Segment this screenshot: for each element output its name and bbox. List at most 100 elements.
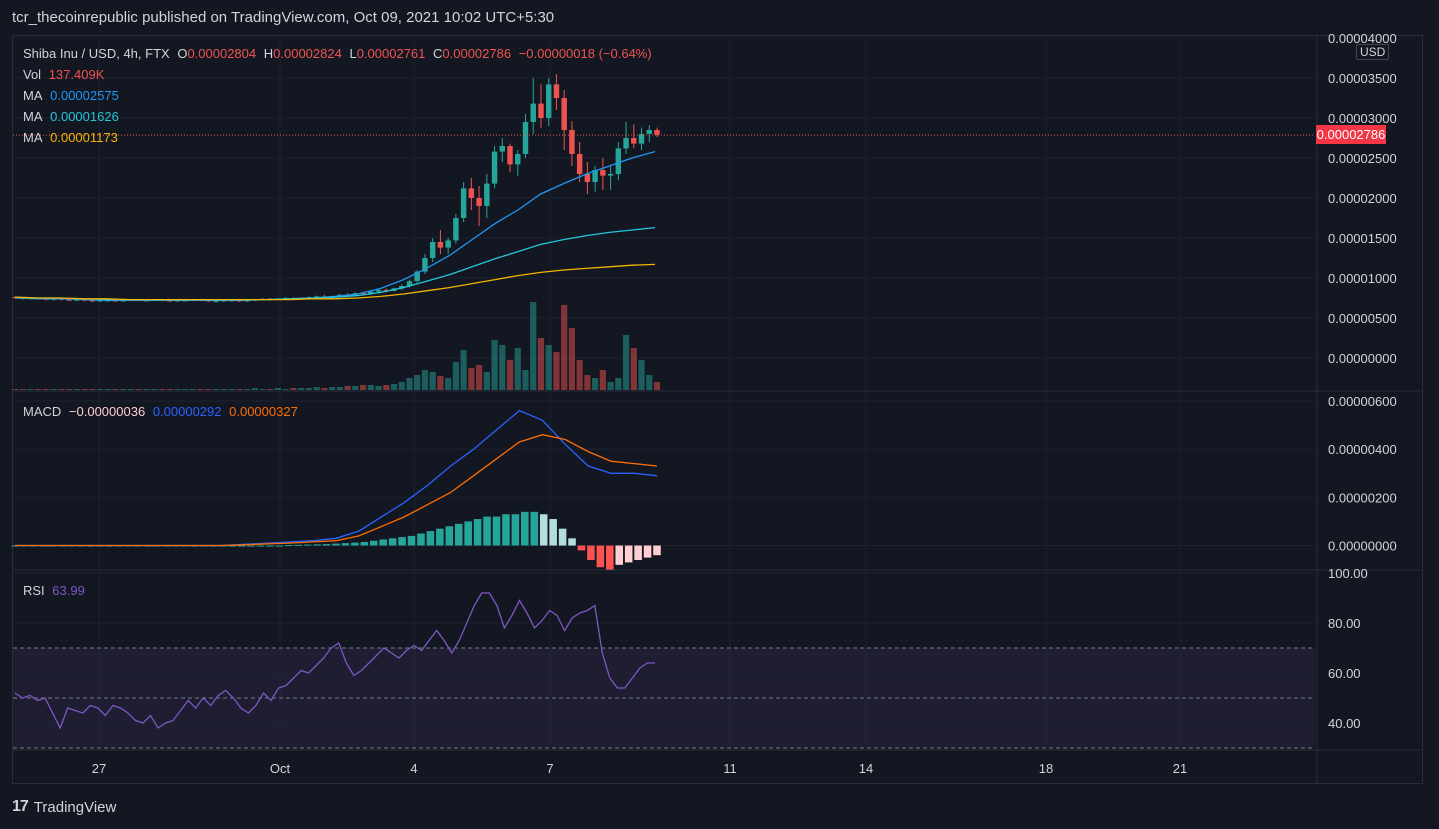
ma1-legend[interactable]: MA 0.00002575 bbox=[23, 88, 123, 103]
ma2-legend[interactable]: MA 0.00001626 bbox=[23, 109, 123, 124]
price-tick-label: 0.00003000 bbox=[1328, 111, 1397, 126]
rsi-tick-label: 40.00 bbox=[1328, 716, 1361, 731]
volume-bar bbox=[151, 389, 158, 390]
ma3-value: 0.00001173 bbox=[50, 130, 118, 145]
macd-legend[interactable]: MACD −0.00000036 0.00000292 0.00000327 bbox=[23, 404, 302, 419]
volume-bar bbox=[452, 362, 459, 390]
volume-bar bbox=[89, 389, 96, 390]
volume-bar bbox=[104, 389, 111, 390]
ma2-label: MA bbox=[23, 109, 43, 124]
candle-body bbox=[422, 258, 428, 272]
volume-bar bbox=[615, 378, 622, 390]
macd-histogram-bar bbox=[549, 519, 557, 546]
volume-bar bbox=[390, 384, 398, 390]
price-tick-label: 0.00000000 bbox=[1328, 351, 1397, 366]
rsi-line bbox=[14, 592, 655, 730]
footer-brand: TradingView bbox=[33, 798, 117, 816]
volume-bar bbox=[66, 389, 73, 390]
volume-bar bbox=[58, 389, 65, 390]
volume-bar bbox=[359, 385, 367, 390]
price-tick-label: 0.00002000 bbox=[1328, 191, 1397, 206]
volume-bar bbox=[599, 370, 606, 390]
macd-label: MACD bbox=[23, 404, 62, 419]
volume-bar bbox=[27, 389, 34, 390]
macd-histogram-bar bbox=[643, 545, 652, 558]
price-tick-label: 0.00000500 bbox=[1328, 311, 1397, 326]
candle-body bbox=[646, 130, 652, 134]
volume-bar bbox=[421, 370, 429, 390]
volume-bar bbox=[367, 385, 374, 390]
tradingview-logo-icon: 17 bbox=[12, 798, 29, 815]
time-tick-label: 21 bbox=[1173, 761, 1187, 776]
candle-body bbox=[569, 130, 575, 154]
candle-body bbox=[638, 134, 645, 144]
symbol-label[interactable]: Shiba Inu / USD, 4h, FTX bbox=[23, 46, 170, 61]
macd-histogram-bar bbox=[369, 540, 378, 546]
volume-bar bbox=[267, 389, 274, 390]
volume-bar bbox=[445, 378, 452, 390]
ma1-label: MA bbox=[23, 88, 43, 103]
candle-body bbox=[468, 188, 475, 198]
candle-body bbox=[491, 151, 498, 184]
candle-body bbox=[623, 138, 629, 149]
close-label: C bbox=[433, 46, 443, 61]
macd-histogram-bar bbox=[256, 545, 265, 547]
volume-bar bbox=[228, 389, 235, 390]
candle-body bbox=[538, 103, 544, 118]
macd-signal-value: 0.00000327 bbox=[229, 404, 298, 419]
macd-histogram-bar bbox=[492, 516, 501, 546]
ma3-label: MA bbox=[23, 130, 43, 145]
volume-bar bbox=[437, 376, 444, 390]
change-value: −0.00000018 (−0.64%) bbox=[518, 46, 652, 61]
rsi-legend[interactable]: RSI 63.99 bbox=[23, 583, 89, 598]
volume-legend[interactable]: Vol 137.409K bbox=[23, 67, 108, 82]
candle-body bbox=[375, 290, 382, 292]
candle-body bbox=[399, 286, 405, 289]
macd-histogram-bar bbox=[275, 545, 284, 547]
macd-histogram-bar bbox=[653, 545, 661, 556]
macd-histogram-bar bbox=[521, 511, 529, 546]
volume-bar bbox=[653, 382, 661, 390]
price-tick-label: 0.00002500 bbox=[1328, 151, 1397, 166]
currency-button[interactable]: USD bbox=[1356, 44, 1390, 60]
macd-histogram-bar bbox=[341, 543, 350, 546]
rsi-label: RSI bbox=[23, 583, 45, 598]
volume-bar bbox=[158, 389, 166, 390]
price-legend: Shiba Inu / USD, 4h, FTX O0.00002804 H0.… bbox=[23, 46, 656, 61]
macd-histogram-bar bbox=[436, 528, 444, 546]
candle-body bbox=[499, 146, 506, 152]
candle-body bbox=[654, 130, 660, 135]
volume-value: 137.409K bbox=[48, 67, 105, 82]
volume-bar bbox=[514, 348, 521, 390]
macd-histogram-bar bbox=[568, 538, 576, 546]
footer[interactable]: 17 TradingView bbox=[12, 798, 116, 816]
volume-bar bbox=[73, 389, 80, 390]
price-tick-label: 0.00001000 bbox=[1328, 271, 1397, 286]
volume-bar bbox=[305, 388, 313, 390]
macd-histogram-bar bbox=[417, 533, 425, 546]
macd-histogram-bar bbox=[303, 544, 312, 546]
candle-body bbox=[592, 170, 598, 182]
macd-histogram-bar bbox=[473, 519, 482, 546]
volume-bar bbox=[483, 372, 490, 390]
macd-histogram-bar bbox=[285, 545, 293, 547]
open-label: O bbox=[177, 46, 188, 61]
candle-body bbox=[453, 218, 459, 241]
ma3-legend[interactable]: MA 0.00001173 bbox=[23, 130, 122, 145]
candle-body bbox=[368, 291, 374, 294]
volume-bar bbox=[313, 387, 320, 390]
candle-body bbox=[460, 188, 467, 218]
macd-histogram-bar bbox=[454, 523, 463, 546]
volume-bar bbox=[205, 389, 212, 390]
macd-hist-value: −0.00000036 bbox=[68, 404, 146, 419]
volume-bar bbox=[96, 389, 104, 390]
volume-bar bbox=[236, 389, 243, 390]
candle-body bbox=[414, 271, 420, 282]
volume-bar bbox=[42, 389, 50, 390]
volume-bar bbox=[537, 338, 545, 390]
rsi-tick-label: 80.00 bbox=[1328, 616, 1361, 631]
volume-bar bbox=[11, 389, 19, 390]
price-tick-label: 0.00003500 bbox=[1328, 71, 1397, 86]
volume-bar bbox=[622, 335, 630, 390]
